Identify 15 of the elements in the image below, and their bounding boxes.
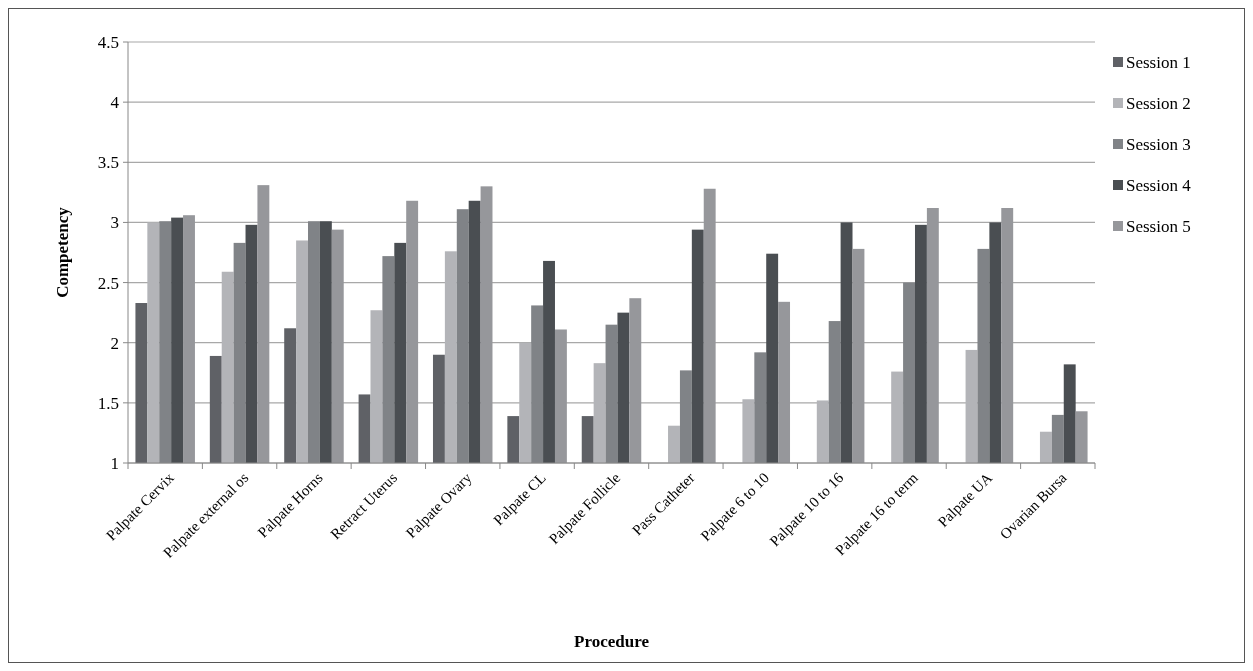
- y-axis-title: Competency: [53, 206, 72, 298]
- y-tick-label: 4: [110, 93, 120, 113]
- y-tick-label: 3.5: [97, 153, 119, 173]
- x-axis-title: Procedure: [574, 632, 650, 651]
- y-tick-label: 2.5: [97, 273, 119, 293]
- legend-label: Session 1: [1126, 52, 1191, 72]
- legend-label: Session 3: [1126, 134, 1191, 154]
- legend-label: Session 4: [1126, 175, 1192, 195]
- y-tick-label: 1.5: [97, 393, 119, 413]
- y-tick-label: 2: [110, 333, 119, 353]
- y-tick-label: 1: [110, 453, 119, 473]
- y-tick-label: 4.5: [97, 32, 119, 52]
- legend-label: Session 2: [1126, 93, 1191, 113]
- y-tick-label: 3: [110, 213, 119, 233]
- legend-label: Session 5: [1126, 216, 1191, 236]
